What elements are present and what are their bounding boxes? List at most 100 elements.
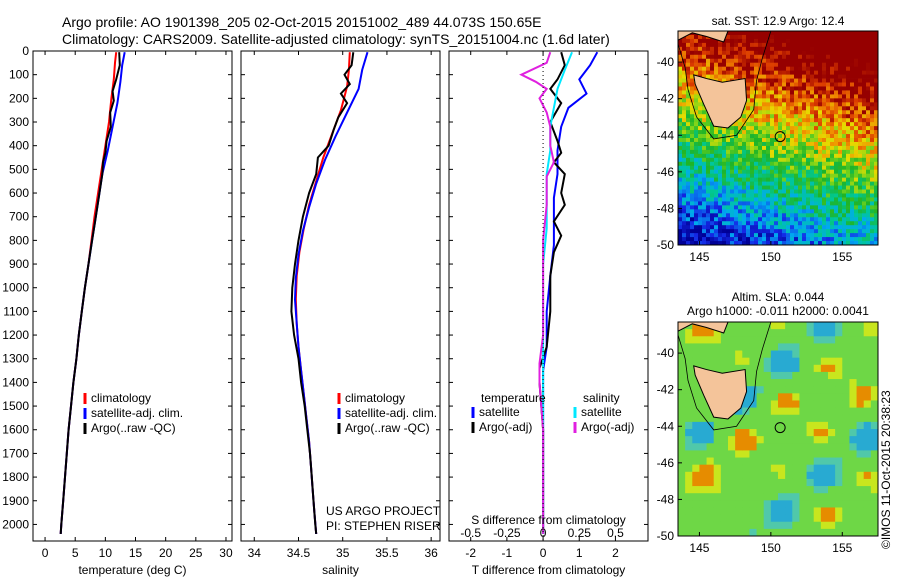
sst-map-cell [842,173,847,179]
sst-map-cell [874,34,878,40]
sst-map-cell [698,126,703,131]
sst-map-cell [786,181,791,186]
sst-map-cell [706,233,711,238]
sst-map-cell [822,138,827,143]
sst-map-cell [866,118,871,123]
sst-map-cell [798,145,803,151]
sla-map-cell [806,407,815,416]
sst-map-cell [722,161,727,167]
sla-map-cell [685,457,693,466]
sst-map-cell [758,225,763,230]
sst-map-cell [870,98,875,103]
sla-map-cell [863,521,872,530]
sst-map-cell [770,189,775,194]
sst-map-cell [766,169,771,175]
sst-map-cell [790,58,795,64]
sst-map-cell [738,141,743,147]
sla-map-cell [856,393,865,401]
sst-map-cell [870,110,875,115]
sst-map-cell [746,90,751,95]
sst-map-cell [866,225,871,230]
sst-map-cell [850,209,855,214]
sst-map-cell [690,66,695,72]
sst-map-cell [830,106,835,111]
sst-map-cell [794,62,799,68]
sst-map-cell [810,138,815,143]
sla-map-cell [792,486,800,494]
sst-map-cell [862,165,867,171]
sst-map-cell [778,82,783,87]
sla-map-cell [863,450,872,458]
sla-map-cell [742,471,750,480]
sst-map-cell [702,114,707,119]
sst-map-cell [694,217,699,222]
sst-map-cell [826,102,831,107]
sst-map-cell [834,98,839,103]
sla-map-cell [842,436,850,444]
sla-map-cell [828,478,836,487]
sst-map-cell [714,241,719,245]
sst-map-cell [770,209,775,214]
sst-map-cell [706,118,711,123]
sla-map-cell [842,493,850,501]
sst-map-cell [742,110,747,115]
sst-map-cell [794,221,799,226]
sst-map-cell [686,165,691,171]
sst-map-cell [830,201,835,206]
sst-map-cell [706,38,711,44]
sla-map-cell [870,414,878,423]
sst-map-cell [750,102,755,107]
sst-map-cell [778,165,783,171]
sst-map-cell [846,225,851,230]
sst-map-cell [818,58,823,64]
sst-map-cell [858,177,863,182]
sst-map-cell [782,70,787,75]
sst-map-cell [686,90,691,95]
sla-map-cell [699,357,707,366]
sst-map-cell [762,98,767,103]
sla-map-cell [742,400,750,408]
sst-map-cell [854,70,859,75]
sst-map-cell [686,118,691,123]
sla-map-cell [756,379,765,387]
sst-map-cell [790,38,795,44]
sst-map-cell [782,161,787,167]
sst-map-cell [802,197,807,202]
sst-map-cell [814,134,819,139]
sst-map-cell [686,134,691,139]
sla-map-cell [813,414,822,423]
depth-tick-label: 700 [9,210,29,224]
sst-map-cell [710,233,715,238]
sst-map-cell [766,126,771,131]
sst-map-cell [714,209,719,214]
sst-map-cell [870,34,875,40]
sst-map-cell [694,189,699,194]
sst-map-cell [866,46,871,52]
sst-map-cell [810,141,815,147]
sla-map-cell [706,357,715,366]
sst-map-cell [754,209,759,214]
sst-map-cell [702,161,707,167]
sst-map-cell [842,74,847,79]
sst-map-cell [742,118,747,123]
sst-map-cell [750,213,755,218]
sla-map-cell [699,450,707,458]
sst-map-cell [850,34,855,40]
sla-map-cell [842,364,850,373]
sst-map-cell [814,86,819,91]
sla-map-cell [742,457,750,466]
sst-map-cell [734,34,739,40]
sla-map-cell [792,371,800,380]
sst-map-cell [866,62,871,68]
sla-map-cell [835,521,843,530]
sst-map-cell [854,237,859,242]
sla-map-cell [828,507,836,515]
sla-map-cell [870,457,878,466]
sst-map-cell [854,165,859,171]
sst-map-cell [754,145,759,151]
sst-map-cell [710,138,715,143]
sst-map-cell [830,185,835,190]
sst-map-cell [750,189,755,194]
sst-map-cell [714,153,719,159]
sst-map-cell [770,233,775,238]
